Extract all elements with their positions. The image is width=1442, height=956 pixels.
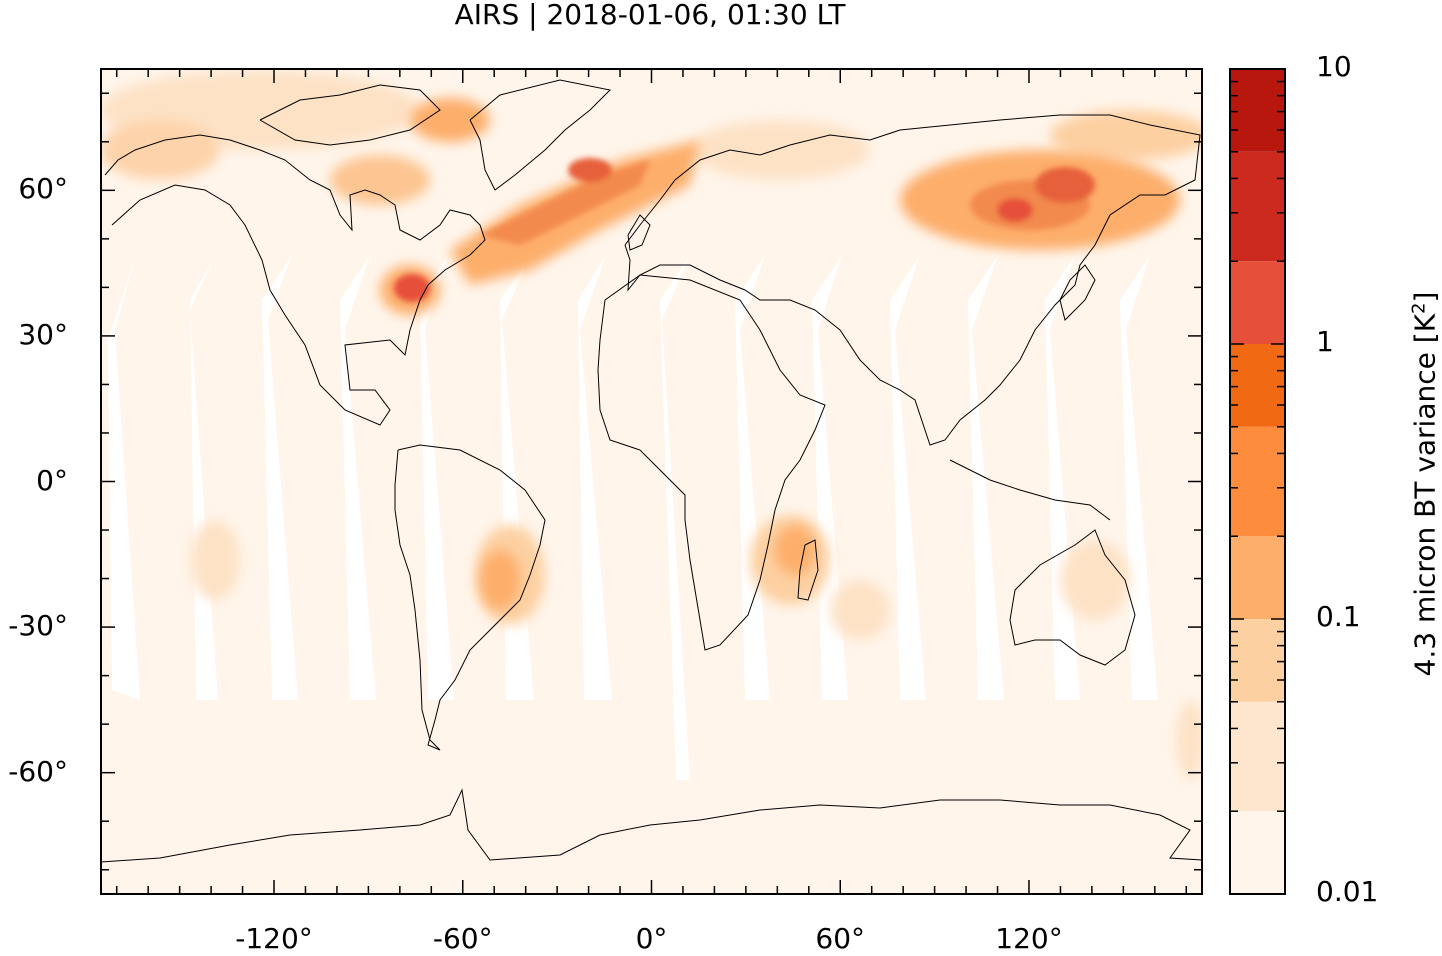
colorbar-swatch [1230,344,1285,427]
variance-patch [330,155,430,205]
coastline-greenland [469,79,612,191]
coastline-arctic-islands [259,84,441,146]
orbit-gap [660,255,690,780]
variance-field [101,70,1202,780]
y-tick-label: 60° [18,172,68,206]
map-area [101,69,1202,894]
coastline-uk [627,214,651,251]
coastline-indonesia [949,459,1111,521]
y-tick-label: 30° [18,317,68,351]
variance-patch [480,550,520,610]
colorbar-swatch [1230,69,1285,152]
variance-patch [830,580,890,640]
orbit-gap [340,255,376,700]
variance-patch [775,525,815,575]
orbit-gap [890,255,926,700]
y-axis-ticks [101,92,1202,871]
variance-patch [997,198,1033,222]
colorbar-swatch [1230,619,1285,702]
x-tick-label: 120° [995,922,1063,955]
variance-patch [410,98,490,142]
y-tick-label: 0° [36,463,68,497]
orbit-gap [735,255,770,700]
colorbar-swatch [1230,426,1285,537]
x-tick-label: -120° [235,922,313,955]
coastline-madagascar [797,539,819,601]
variance-patch [394,274,430,302]
coastline-australia [1009,529,1136,666]
colorbar-title-suffix: ] [1408,291,1442,303]
colorbar-title: 4.3 micron BT variance [K2] [1408,292,1441,677]
variance-patch [1176,700,1202,780]
variance-patch [1035,167,1095,203]
variance-patch [568,158,612,182]
orbit-gap [420,255,454,700]
colorbar-swatch [1230,811,1285,894]
variance-patch [190,520,240,600]
x-tick-label: -60° [432,922,493,955]
x-tick-label: 60° [815,922,866,955]
variance-patch [1050,110,1202,160]
orbit-gap [968,255,1004,700]
colorbar-tick-label: 10 [1316,50,1352,83]
colorbar-swatch [1230,536,1285,619]
x-tick-label: 0° [635,922,668,955]
orbit-gap [108,255,140,700]
colorbar-tick-label: 0.1 [1316,600,1361,633]
colorbar-swatch [1230,151,1285,262]
colorbar [1230,69,1285,894]
orbit-gap [812,255,848,700]
orbit-gap [262,255,298,700]
colorbar-frame [1229,68,1286,895]
orbit-gap [1120,255,1158,700]
coastline-africa [597,274,826,651]
coastlines [101,79,1202,863]
coastline-south-america [394,444,546,751]
x-axis-ticks [115,69,1188,894]
orbit-gap [578,255,612,700]
y-tick-label: -30° [8,609,68,643]
orbit-gap [190,258,218,700]
coastline-antarctica [101,788,1202,863]
coastline-europe-asia [624,114,1201,446]
colorbar-ticks [1230,80,1285,895]
variance-patch [101,120,220,180]
figure-title: AIRS | 2018-01-06, 01:30 LT [454,0,846,31]
colorbar-swatch [1230,701,1285,812]
colorbar-title-superscript: 2 [1408,302,1430,314]
variance-patch [1060,540,1130,620]
variance-patch [690,120,870,180]
colorbar-title-text: 4.3 micron BT variance [K [1408,313,1442,677]
variance-patch [480,160,650,245]
coastline-north-america [104,134,486,426]
y-tick-label: -60° [8,754,68,788]
coastline-japan [1059,264,1096,321]
colorbar-tick-label: 0.01 [1316,875,1379,908]
variance-high [394,158,1095,302]
colorbar-tick-label: 1 [1316,325,1334,358]
orbit-gap [1045,255,1080,700]
colorbar-swatch [1230,261,1285,344]
